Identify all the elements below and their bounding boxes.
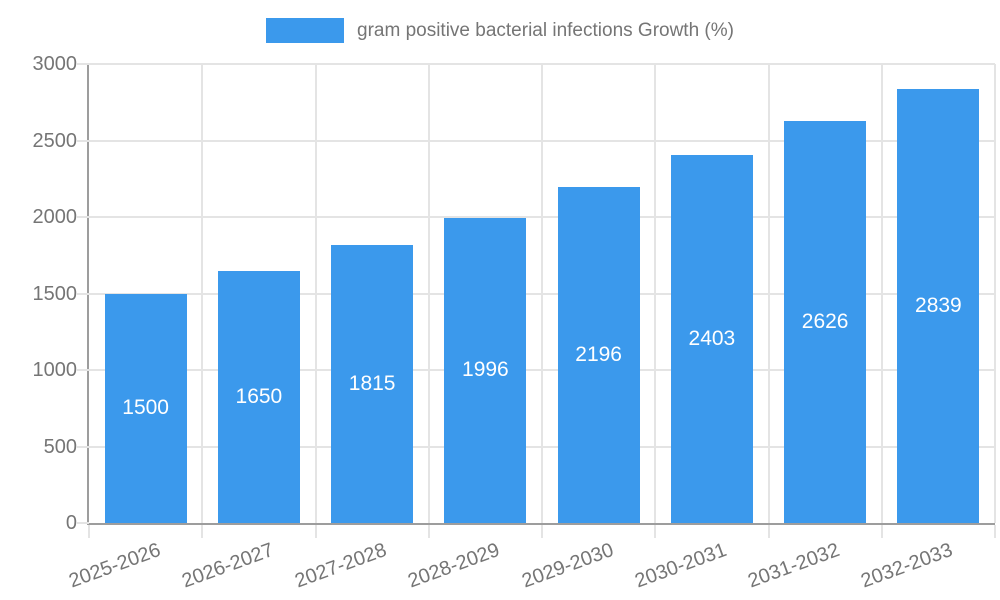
y-axis-tick (77, 292, 89, 295)
bar-value-label: 2403 (688, 327, 736, 351)
gridline-vertical (314, 64, 317, 523)
bar-value-label: 1996 (462, 358, 509, 382)
plot-area: 0 500 1000 1500 2000 2500 3000 1500 1650 1815 1996… (33, 53, 996, 592)
bar-value-label: 2626 (801, 310, 849, 334)
legend-swatch (266, 18, 344, 43)
y-tick-label: 3000 (32, 53, 78, 75)
bar-value-label: 2196 (575, 342, 622, 366)
y-tick-label: 500 (43, 435, 77, 458)
y-axis-tick (77, 445, 89, 448)
x-axis-tick (314, 525, 317, 538)
bar: 2839 (897, 88, 980, 523)
bar-value-label: 2839 (915, 293, 962, 317)
x-axis-tick (427, 525, 430, 538)
bar-value-label: 1500 (122, 396, 169, 420)
bar-value-label: 1650 (235, 384, 283, 408)
bar: 2403 (670, 155, 753, 523)
gridline-vertical (654, 64, 657, 523)
bar: 2626 (784, 121, 867, 523)
x-axis-tick (880, 525, 883, 538)
y-tick-label: 2000 (32, 206, 78, 228)
gridline-vertical (994, 64, 996, 523)
bar: 1500 (104, 293, 187, 523)
legend: gram positive bacterial infections Growt… (0, 18, 1000, 43)
bar: 1650 (217, 270, 300, 523)
y-tick-label: 0 (65, 512, 77, 534)
x-axis-tick (201, 525, 204, 538)
bar: 1815 (331, 245, 414, 523)
gridline-vertical (880, 64, 883, 523)
x-axis-tick (994, 525, 996, 538)
y-axis-tick (77, 369, 89, 371)
gridline-vertical (427, 64, 430, 523)
x-axis-tick (88, 525, 90, 538)
x-axis-tick (541, 525, 543, 538)
gridline-vertical (767, 64, 770, 523)
y-axis-tick (77, 216, 89, 218)
bar: 2196 (557, 187, 640, 523)
bar: 1996 (444, 217, 527, 523)
y-axis-tick (77, 139, 89, 142)
gridline-vertical (541, 64, 543, 523)
legend-label: gram positive bacterial infections Growt… (357, 20, 734, 41)
x-axis-tick (654, 525, 657, 538)
y-tick-label: 1000 (32, 359, 78, 381)
x-axis-tick (767, 525, 770, 538)
y-axis-tick (77, 522, 89, 524)
y-tick-label: 2500 (32, 129, 78, 152)
y-tick-label: 1500 (32, 282, 78, 305)
bar-value-label: 1815 (348, 372, 396, 396)
y-axis-tick (77, 63, 89, 65)
gridline-vertical (201, 64, 204, 523)
